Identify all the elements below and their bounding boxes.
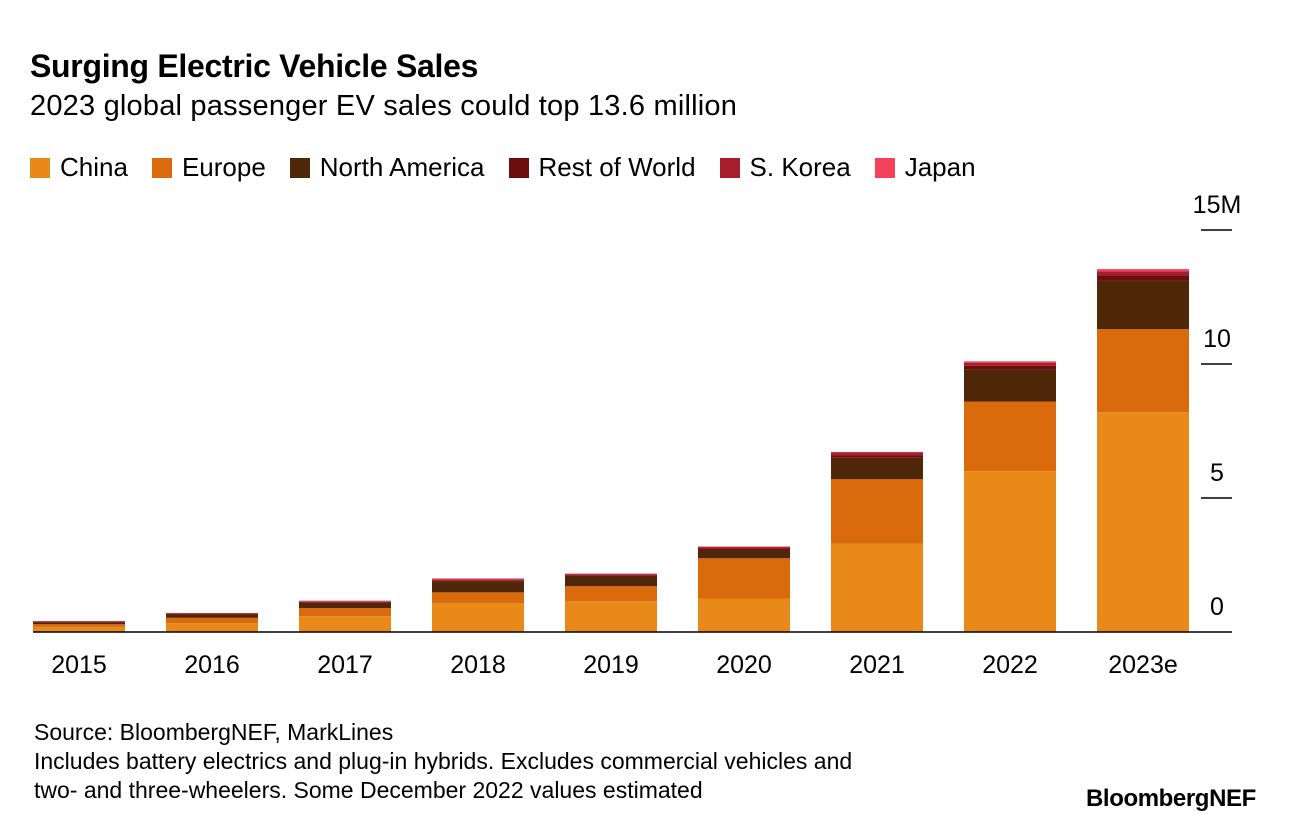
x-tick-label: 2018 bbox=[450, 651, 506, 679]
bar-segment-2015-s-korea bbox=[33, 621, 125, 623]
bar-segment-2022-rest-of-world bbox=[964, 365, 1056, 370]
x-tick-label: 2020 bbox=[716, 651, 772, 679]
legend-label: S. Korea bbox=[749, 152, 851, 182]
x-tick-label: 2022 bbox=[982, 651, 1038, 679]
bar-segment-2017-north-america bbox=[299, 602, 391, 609]
bar-segment-2015-japan bbox=[33, 621, 125, 622]
legend-item-japan: Japan bbox=[874, 152, 976, 183]
bar-segment-2020-europe bbox=[698, 558, 790, 599]
legend-item-europe: Europe bbox=[151, 152, 266, 183]
source-line: Source: BloombergNEF, MarkLines bbox=[34, 719, 394, 745]
bar-segment-2023e-europe bbox=[1097, 329, 1189, 413]
bar-segment-2021-china bbox=[831, 543, 923, 632]
bar-segment-2018-s-korea bbox=[432, 579, 524, 581]
legend-swatch bbox=[874, 157, 895, 178]
bar-segment-2022-japan bbox=[964, 361, 1056, 363]
legend-label: China bbox=[60, 152, 128, 182]
bar-segment-2021-s-korea bbox=[831, 452, 923, 456]
bar-segment-2015-rest-of-world bbox=[33, 621, 125, 623]
x-tick-label: 2016 bbox=[184, 651, 240, 679]
bar-segment-2017-china bbox=[299, 616, 391, 632]
bar-segment-2018-rest-of-world bbox=[432, 580, 524, 582]
bar-segment-2019-s-korea bbox=[565, 574, 657, 576]
bar-segment-2021-north-america bbox=[831, 457, 923, 480]
x-tick-label: 2019 bbox=[583, 651, 639, 679]
bar-segment-2016-europe bbox=[166, 617, 258, 624]
bar-segment-2019-japan bbox=[565, 573, 657, 575]
legend-item-rest-of-world: Rest of World bbox=[508, 152, 696, 183]
legend-item-s-korea: S. Korea bbox=[719, 152, 851, 183]
bar-segment-2023e-rest-of-world bbox=[1097, 275, 1189, 281]
bar-segment-2018-china bbox=[432, 603, 524, 632]
legend-label: North America bbox=[319, 152, 485, 182]
x-tick-label: 2021 bbox=[849, 651, 905, 679]
bar-segment-2022-s-korea bbox=[964, 362, 1056, 366]
bar-segment-2022-china bbox=[964, 471, 1056, 632]
bar-segment-2019-rest-of-world bbox=[565, 575, 657, 577]
bar-segment-2021-europe bbox=[831, 479, 923, 544]
brand-logo: BloombergNEF bbox=[1086, 785, 1256, 812]
bar-segment-2022-europe bbox=[964, 401, 1056, 472]
note-line-2: two- and three-wheelers. Some December 2… bbox=[34, 777, 703, 803]
legend-swatch bbox=[30, 157, 50, 178]
bar-segment-2023e-s-korea bbox=[1097, 271, 1189, 276]
bar-segment-2018-europe bbox=[432, 592, 524, 604]
bar-segment-2020-china bbox=[698, 598, 790, 632]
bar-segment-2020-japan bbox=[698, 546, 790, 548]
bar-segment-2017-europe bbox=[299, 608, 391, 617]
y-tick-label: 5 bbox=[1210, 459, 1224, 487]
note-line-1: Includes battery electrics and plug-in h… bbox=[34, 748, 853, 774]
bar-segment-2021-japan bbox=[831, 451, 923, 453]
bar-segment-2019-china bbox=[565, 601, 657, 632]
legend-swatch bbox=[719, 157, 740, 178]
legend-swatch bbox=[508, 157, 529, 178]
x-tick-label: 2015 bbox=[51, 651, 107, 679]
bar-segment-2016-s-korea bbox=[166, 613, 258, 615]
bar-segment-2015-china bbox=[33, 626, 125, 632]
bar-segment-2016-china bbox=[166, 623, 258, 632]
legend-item-china: China bbox=[30, 152, 128, 183]
legend-label: Rest of World bbox=[538, 152, 696, 182]
legend-swatch bbox=[289, 157, 310, 178]
bar-segment-2020-s-korea bbox=[698, 547, 790, 549]
chart-title: Surging Electric Vehicle Sales bbox=[30, 48, 479, 84]
legend-swatch bbox=[151, 157, 172, 178]
bar-segment-2019-europe bbox=[565, 586, 657, 602]
legend-label: Europe bbox=[181, 152, 266, 182]
bar-segment-2023e-north-america bbox=[1097, 280, 1189, 330]
bar-segment-2016-rest-of-world bbox=[166, 613, 258, 615]
y-tick-label: 0 bbox=[1210, 593, 1224, 621]
bar-segment-2015-north-america bbox=[33, 622, 125, 625]
bar-segment-2017-s-korea bbox=[299, 601, 391, 602]
legend-item-north-america: North America bbox=[289, 152, 485, 183]
bar-segment-2020-rest-of-world bbox=[698, 548, 790, 550]
bar-segment-2020-north-america bbox=[698, 549, 790, 559]
bar-segment-2023e-china bbox=[1097, 412, 1189, 632]
x-tick-label: 2017 bbox=[317, 651, 373, 679]
legend: China Europe North America Rest of World S. … bbox=[30, 152, 1000, 183]
bar-segment-2017-japan bbox=[299, 600, 391, 602]
bar-segment-2015-europe bbox=[33, 624, 125, 627]
bar-segment-2022-north-america bbox=[964, 369, 1056, 402]
source-notes: Source: BloombergNEF, MarkLines Includes… bbox=[34, 718, 852, 805]
bar-segment-2017-rest-of-world bbox=[299, 601, 391, 603]
bar-segment-2016-north-america bbox=[166, 614, 258, 618]
bar-segment-2016-japan bbox=[166, 612, 258, 614]
x-tick-label: 2023e bbox=[1108, 651, 1178, 679]
bar-segment-2019-north-america bbox=[565, 576, 657, 587]
chart-subtitle: 2023 global passenger EV sales could top… bbox=[30, 90, 738, 122]
legend-label: Japan bbox=[904, 152, 976, 182]
bar-segment-2021-rest-of-world bbox=[831, 455, 923, 458]
y-tick-label: 10 bbox=[1203, 325, 1231, 353]
bar-segment-2023e-japan bbox=[1097, 269, 1189, 272]
bar-segment-2018-japan bbox=[432, 578, 524, 580]
y-tick-label: 15M bbox=[1193, 191, 1242, 219]
bar-segment-2018-north-america bbox=[432, 581, 524, 593]
